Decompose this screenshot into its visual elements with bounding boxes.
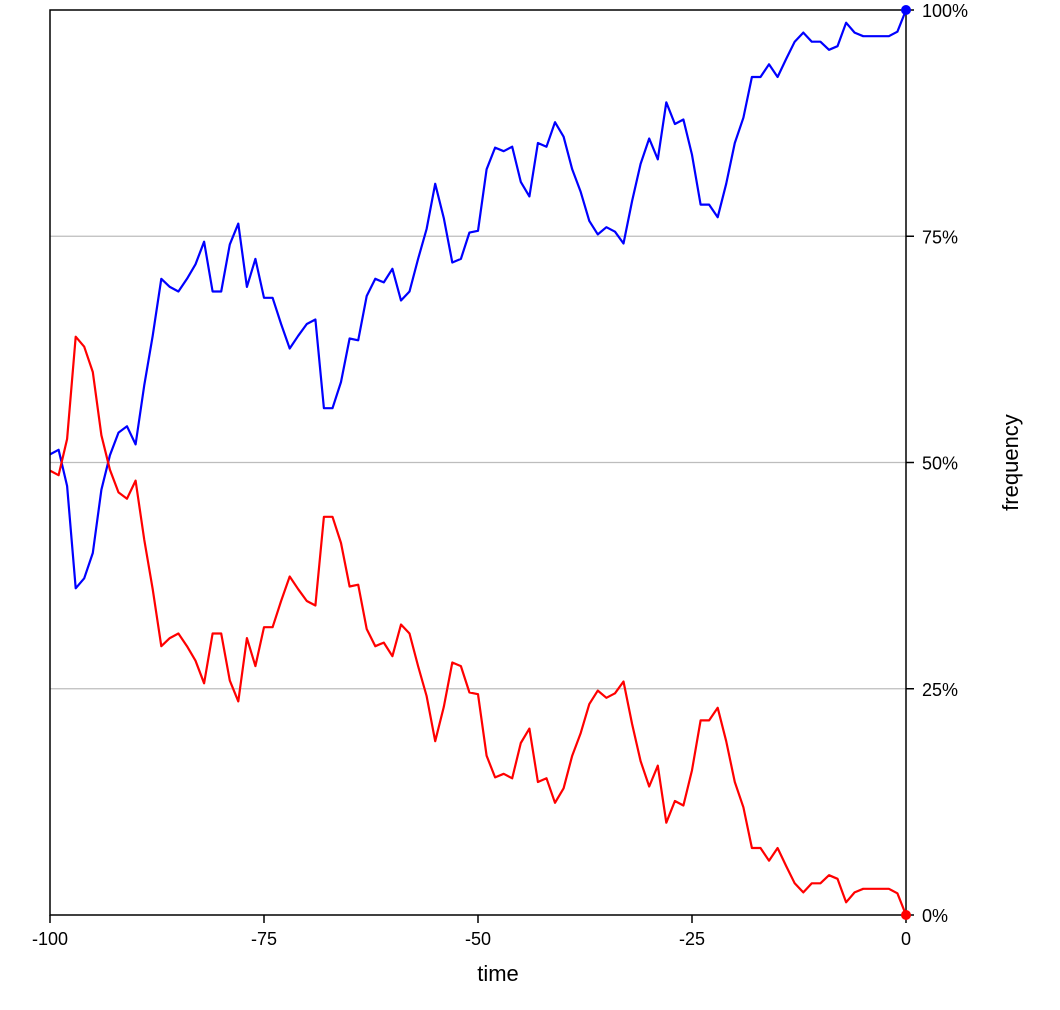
gridlines xyxy=(50,235,906,690)
y-axis-label: frequency xyxy=(998,414,1023,511)
y-tick-label: 25% xyxy=(922,680,958,700)
series-lines xyxy=(49,9,908,916)
y-tick-label: 75% xyxy=(922,227,958,247)
y-tick-label: 100% xyxy=(922,1,968,21)
x-tick-label: -100 xyxy=(32,929,68,949)
x-tick-label: -50 xyxy=(465,929,491,949)
end-markers xyxy=(901,5,911,920)
series-line-2 xyxy=(49,335,908,916)
y-tick-label: 50% xyxy=(922,454,958,474)
x-tick-label: -25 xyxy=(679,929,705,949)
series-end-marker-1 xyxy=(901,5,911,15)
axes: -100 -75 -50 -25 0 0% 25% 50% 75% 100% xyxy=(32,1,968,949)
series-line-1 xyxy=(49,9,908,590)
x-axis-label: time xyxy=(477,961,519,986)
x-tick-label: -75 xyxy=(251,929,277,949)
series-end-marker-2 xyxy=(901,910,911,920)
x-tick-label: 0 xyxy=(901,929,911,949)
y-tick-label: 0% xyxy=(922,906,948,926)
